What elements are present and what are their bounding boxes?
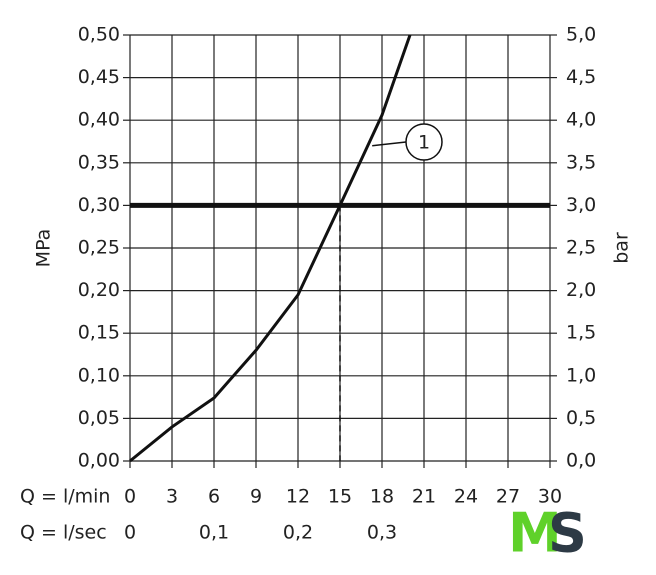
y2-tick-label: 1,5 [566,322,596,344]
y2-tick-label: 2,0 [566,279,596,301]
y2-tick-label: 4,0 [566,109,596,131]
x-tick-label: 3 [166,486,178,508]
x-tick-label: 30 [538,486,562,508]
y2-tick-label: 5,0 [566,24,596,46]
x-tick-label: 12 [286,486,310,508]
y-tick-label: 0,40 [78,109,120,131]
logo-s: S [548,502,587,565]
x-tick-label: 6 [208,486,220,508]
y2-tick-label: 1,0 [566,364,596,386]
callout-leader [372,141,407,147]
x-tick-label: 18 [370,486,394,508]
y-tick-label: 0,00 [78,450,120,472]
x-tick-label: 9 [250,486,262,508]
y-tick-label: 0,35 [78,151,120,173]
y-tick-label: 0,10 [78,364,120,386]
y-tick-label: 0,45 [78,66,120,88]
curve [129,34,412,463]
y-axis-label: MPa [33,229,55,268]
x-axis-label: Q = l/min [20,486,110,508]
x2-tick-label: 0,3 [367,522,397,544]
y2-tick-label: 0,0 [566,450,596,472]
series-label: 1 [418,132,430,154]
y-tick-label: 0,05 [78,407,120,429]
y-tick-label: 0,20 [78,279,120,301]
x-tick-label: 27 [496,486,520,508]
y-tick-label: 0,50 [78,24,120,46]
x2-axis-label: Q = l/sec [20,522,107,544]
x-tick-label: 21 [412,486,436,508]
y2-axis-label: bar [611,232,633,264]
y2-tick-label: 3,5 [566,151,596,173]
y2-tick-label: 3,0 [566,194,596,216]
logo-m: M [508,502,562,565]
x2-tick-label: 0,1 [199,522,229,544]
y-tick-label: 0,30 [78,194,120,216]
y2-tick-label: 2,5 [566,237,596,259]
callout-circle [405,123,443,161]
y2-tick-label: 0,5 [566,407,596,429]
x2-tick-label: 0 [124,522,136,544]
x-tick-label: 15 [328,486,352,508]
x-tick-label: 24 [454,486,478,508]
y2-tick-label: 4,5 [566,66,596,88]
y-tick-label: 0,25 [78,237,120,259]
x2-tick-label: 0,2 [283,522,313,544]
y-tick-label: 0,15 [78,322,120,344]
x-tick-label: 0 [124,486,136,508]
